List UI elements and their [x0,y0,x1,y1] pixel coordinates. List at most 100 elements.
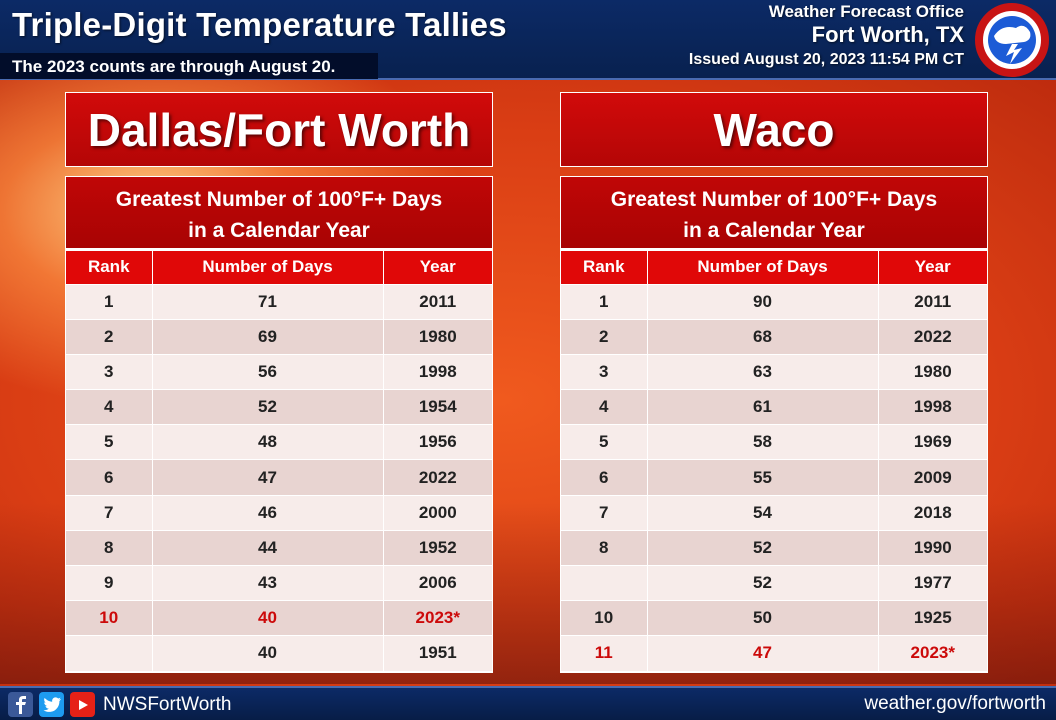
days-cell: 47 [152,459,384,496]
column-header-row: Rank Number of Days Year [561,251,987,285]
table-row: 8 44 1952 [66,530,492,567]
days-cell: 68 [647,319,879,355]
records-table-waco: Greatest Number of 100°F+ Days in a Cale… [560,176,988,673]
days-cell: 46 [152,495,384,531]
year-cell: 2006 [383,565,492,602]
days-cell: 52 [647,565,879,602]
station-title-dfw: Dallas/Fort Worth [65,92,493,167]
table-title-line2: in a Calendar Year [683,219,865,242]
issued-time: Issued August 20, 2023 11:54 PM CT [688,51,964,68]
year-cell: 1990 [878,530,987,567]
header-bar: Triple-Digit Temperature Tallies The 202… [0,0,1056,80]
table-title-line1: Greatest Number of 100°F+ Days [115,188,443,211]
rank-cell: 2 [561,319,648,355]
table-title: Greatest Number of 100°F+ Days in a Cale… [66,177,492,251]
page-title: Triple-Digit Temperature Tallies [12,6,507,43]
rank-cell: 3 [561,354,648,391]
year-cell: 1980 [383,319,492,355]
days-cell: 47 [647,635,879,672]
year-cell: 1951 [383,635,492,672]
table-row: 2 69 1980 [66,319,492,355]
days-cell: 69 [152,319,384,355]
year-cell: 1956 [383,424,492,461]
table-row: 11 47 2023* [561,635,987,672]
year-cell: 2023* [383,600,492,637]
days-cell: 43 [152,565,384,602]
rank-cell: 2 [66,319,153,355]
days-cell: 52 [152,389,384,426]
year-cell: 2022 [383,459,492,496]
rank-cell: 5 [66,424,153,461]
days-cell: 61 [647,389,879,426]
rank-cell: 4 [561,389,648,426]
table-row: 7 54 2018 [561,495,987,531]
rank-cell: 9 [66,565,153,602]
year-cell: 1998 [878,389,987,426]
rank-cell: 11 [561,635,648,672]
footer-bar: NWSFortWorth weather.gov/fortworth [0,686,1056,720]
station-title-waco: Waco [560,92,988,167]
social-handle[interactable]: NWSFortWorth [103,693,232,715]
table-row: 7 46 2000 [66,495,492,531]
table-row: 5 58 1969 [561,424,987,461]
days-cell: 40 [152,635,384,672]
year-cell: 2011 [383,284,492,320]
table-row: 1 71 2011 [66,284,492,320]
table-row: 4 52 1954 [66,389,492,426]
rank-cell: 8 [66,530,153,567]
table-title: Greatest Number of 100°F+ Days in a Cale… [561,177,987,251]
table-title-line1: Greatest Number of 100°F+ Days [610,188,938,211]
year-cell: 1977 [878,565,987,602]
column-header-year: Year [878,251,987,285]
table-row: 8 52 1990 [561,530,987,567]
table-row: 3 63 1980 [561,354,987,391]
column-header-rank: Rank [561,251,648,285]
subtitle-bar [0,53,378,79]
year-cell: 1954 [383,389,492,426]
rank-cell: 1 [561,284,648,320]
page-subtitle: The 2023 counts are through August 20. [12,57,336,76]
table-row: 1 90 2011 [561,284,987,320]
table-body: 1 90 2011 2 68 2022 3 63 1980 4 61 1998 5 58 1969 6 55 20… [561,284,987,672]
days-cell: 71 [152,284,384,320]
rank-cell: 3 [66,354,153,391]
year-cell: 1925 [878,600,987,637]
table-row: 6 47 2022 [66,459,492,496]
rank-cell: 7 [66,495,153,531]
days-cell: 63 [647,354,879,391]
days-cell: 58 [647,424,879,461]
table-row: 3 56 1998 [66,354,492,391]
days-cell: 44 [152,530,384,567]
table-row: 9 43 2006 [66,565,492,602]
rank-cell: 7 [561,495,648,531]
rank-cell: 6 [561,459,648,496]
social-links: NWSFortWorth [8,692,231,717]
records-grid: Rank Number of Days Year 1 71 2011 2 69 1980 3… [66,251,492,672]
year-cell: 1969 [878,424,987,461]
youtube-icon[interactable] [70,692,95,717]
website-link[interactable]: weather.gov/fortworth [864,693,1046,714]
column-header-days: Number of Days [647,251,879,285]
year-cell: 2022 [878,319,987,355]
rank-cell: 8 [561,530,648,567]
twitter-icon[interactable] [39,692,64,717]
table-row: 10 50 1925 [561,600,987,637]
records-table-dfw: Greatest Number of 100°F+ Days in a Cale… [65,176,493,673]
year-cell: 2011 [878,284,987,320]
office-info: Weather Forecast Office Fort Worth, TX I… [689,2,964,71]
year-cell: 2023* [878,635,987,672]
table-row: 52 1977 [561,565,987,602]
days-cell: 54 [647,495,879,531]
table-body: 1 71 2011 2 69 1980 3 56 1998 4 52 1954 5 48 1956 6 47 20… [66,284,492,672]
rank-cell: 5 [561,424,648,461]
rank-cell: 1 [66,284,153,320]
rank-cell [66,635,153,672]
column-header-rank: Rank [66,251,153,285]
table-row: 5 48 1956 [66,424,492,461]
days-cell: 55 [647,459,879,496]
table-row: 10 40 2023* [66,600,492,637]
facebook-icon[interactable] [8,692,33,717]
office-location: Fort Worth, TX [811,22,964,47]
days-cell: 52 [647,530,879,567]
days-cell: 90 [647,284,879,320]
